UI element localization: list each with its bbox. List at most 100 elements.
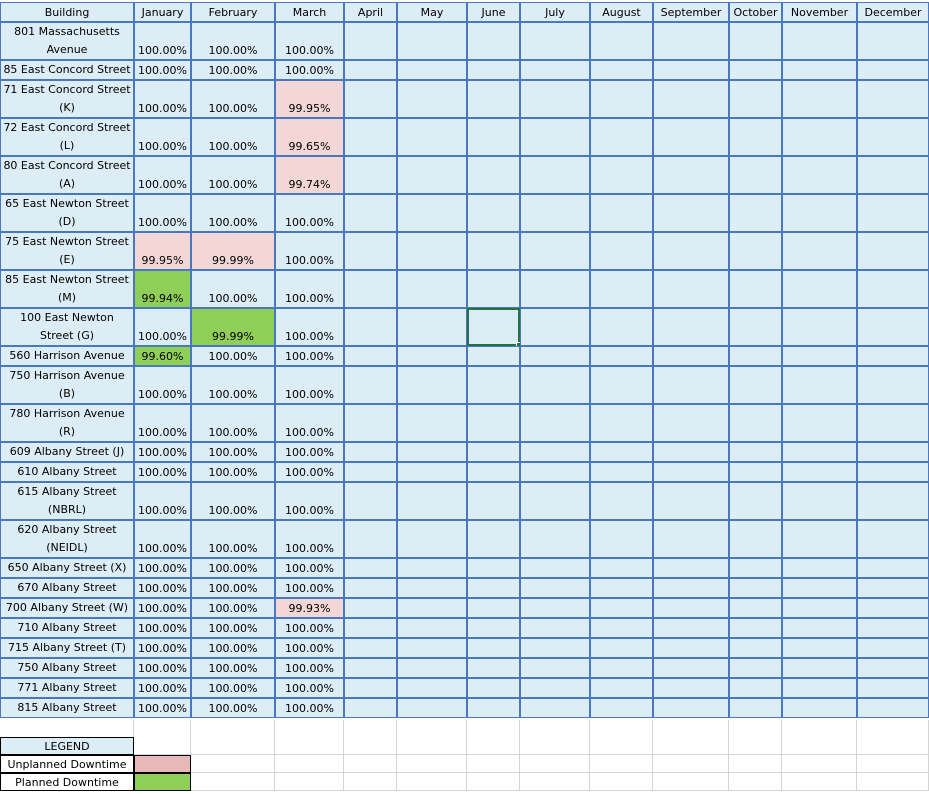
empty-month-cell[interactable] — [397, 638, 467, 658]
empty-cell[interactable] — [134, 720, 191, 738]
empty-cell[interactable] — [590, 737, 653, 755]
empty-month-cell[interactable] — [782, 578, 857, 598]
empty-month-cell[interactable] — [467, 598, 520, 618]
uptime-cell[interactable]: 99.95% — [275, 80, 344, 118]
empty-month-cell[interactable] — [520, 482, 590, 520]
empty-month-cell[interactable] — [729, 404, 782, 442]
uptime-cell[interactable]: 100.00% — [275, 618, 344, 638]
empty-month-cell[interactable] — [397, 118, 467, 156]
uptime-cell[interactable]: 100.00% — [191, 698, 275, 718]
empty-month-cell[interactable] — [344, 80, 397, 118]
building-name-cell[interactable]: 100 East Newton Street (G) — [0, 308, 134, 346]
column-header-february[interactable]: February — [191, 2, 275, 22]
uptime-cell[interactable]: 100.00% — [191, 60, 275, 80]
uptime-cell[interactable]: 100.00% — [275, 558, 344, 578]
empty-month-cell[interactable] — [590, 442, 653, 462]
empty-month-cell[interactable] — [782, 678, 857, 698]
empty-month-cell[interactable] — [397, 520, 467, 558]
empty-month-cell[interactable] — [397, 482, 467, 520]
empty-month-cell[interactable] — [397, 578, 467, 598]
empty-month-cell[interactable] — [520, 232, 590, 270]
uptime-cell[interactable]: 100.00% — [191, 194, 275, 232]
uptime-cell[interactable]: 100.00% — [275, 366, 344, 404]
empty-month-cell[interactable] — [344, 462, 397, 482]
empty-month-cell[interactable] — [653, 658, 729, 678]
empty-month-cell[interactable] — [590, 558, 653, 578]
empty-month-cell[interactable] — [857, 462, 929, 482]
empty-month-cell[interactable] — [857, 598, 929, 618]
empty-month-cell[interactable] — [782, 658, 857, 678]
empty-month-cell[interactable] — [857, 308, 929, 346]
empty-month-cell[interactable] — [782, 232, 857, 270]
uptime-cell[interactable]: 99.65% — [275, 118, 344, 156]
empty-month-cell[interactable] — [344, 232, 397, 270]
empty-month-cell[interactable] — [467, 118, 520, 156]
empty-month-cell[interactable] — [467, 194, 520, 232]
empty-month-cell[interactable] — [520, 578, 590, 598]
uptime-cell[interactable]: 100.00% — [191, 558, 275, 578]
empty-month-cell[interactable] — [467, 232, 520, 270]
uptime-cell[interactable]: 100.00% — [275, 194, 344, 232]
empty-month-cell[interactable] — [397, 156, 467, 194]
uptime-cell[interactable]: 100.00% — [275, 698, 344, 718]
uptime-cell[interactable]: 100.00% — [275, 232, 344, 270]
empty-month-cell[interactable] — [520, 678, 590, 698]
uptime-cell[interactable]: 99.99% — [191, 308, 275, 346]
empty-month-cell[interactable] — [344, 308, 397, 346]
empty-month-cell[interactable] — [590, 520, 653, 558]
empty-month-cell[interactable] — [653, 618, 729, 638]
empty-month-cell[interactable] — [729, 442, 782, 462]
empty-month-cell[interactable] — [520, 346, 590, 366]
uptime-cell[interactable]: 99.99% — [191, 232, 275, 270]
empty-month-cell[interactable] — [782, 520, 857, 558]
empty-month-cell[interactable] — [344, 698, 397, 718]
uptime-cell[interactable]: 100.00% — [191, 404, 275, 442]
building-name-cell[interactable]: 780 Harrison Avenue (R) — [0, 404, 134, 442]
building-name-cell[interactable]: 750 Albany Street — [0, 658, 134, 678]
uptime-cell[interactable]: 100.00% — [134, 80, 191, 118]
empty-month-cell[interactable] — [397, 346, 467, 366]
empty-cell[interactable] — [344, 773, 397, 791]
empty-month-cell[interactable] — [857, 346, 929, 366]
empty-month-cell[interactable] — [653, 482, 729, 520]
empty-month-cell[interactable] — [653, 462, 729, 482]
uptime-cell[interactable]: 100.00% — [134, 60, 191, 80]
empty-month-cell[interactable] — [729, 482, 782, 520]
uptime-cell[interactable]: 100.00% — [191, 346, 275, 366]
empty-month-cell[interactable] — [344, 520, 397, 558]
building-name-cell[interactable]: 650 Albany Street (X) — [0, 558, 134, 578]
empty-month-cell[interactable] — [467, 520, 520, 558]
empty-month-cell[interactable] — [590, 232, 653, 270]
empty-month-cell[interactable] — [467, 658, 520, 678]
uptime-cell[interactable]: 100.00% — [134, 194, 191, 232]
empty-month-cell[interactable] — [782, 558, 857, 578]
uptime-cell[interactable]: 100.00% — [134, 678, 191, 698]
empty-month-cell[interactable] — [590, 270, 653, 308]
empty-month-cell[interactable] — [729, 698, 782, 718]
empty-month-cell[interactable] — [467, 462, 520, 482]
empty-month-cell[interactable] — [653, 638, 729, 658]
building-name-cell[interactable]: 710 Albany Street — [0, 618, 134, 638]
empty-month-cell[interactable] — [729, 60, 782, 80]
empty-month-cell[interactable] — [520, 442, 590, 462]
empty-month-cell[interactable] — [653, 194, 729, 232]
building-name-cell[interactable]: 609 Albany Street (J) — [0, 442, 134, 462]
empty-month-cell[interactable] — [782, 346, 857, 366]
empty-month-cell[interactable] — [520, 520, 590, 558]
uptime-cell[interactable]: 100.00% — [134, 618, 191, 638]
empty-month-cell[interactable] — [653, 308, 729, 346]
empty-month-cell[interactable] — [782, 156, 857, 194]
empty-month-cell[interactable] — [397, 462, 467, 482]
building-name-cell[interactable]: 85 East Concord Street — [0, 60, 134, 80]
empty-month-cell[interactable] — [782, 482, 857, 520]
empty-month-cell[interactable] — [857, 404, 929, 442]
empty-month-cell[interactable] — [397, 194, 467, 232]
empty-month-cell[interactable] — [782, 442, 857, 462]
empty-month-cell[interactable] — [344, 658, 397, 678]
empty-cell[interactable] — [653, 773, 729, 791]
empty-month-cell[interactable] — [590, 462, 653, 482]
empty-cell[interactable] — [857, 720, 929, 738]
empty-month-cell[interactable] — [397, 618, 467, 638]
empty-month-cell[interactable] — [782, 598, 857, 618]
empty-month-cell[interactable] — [653, 270, 729, 308]
